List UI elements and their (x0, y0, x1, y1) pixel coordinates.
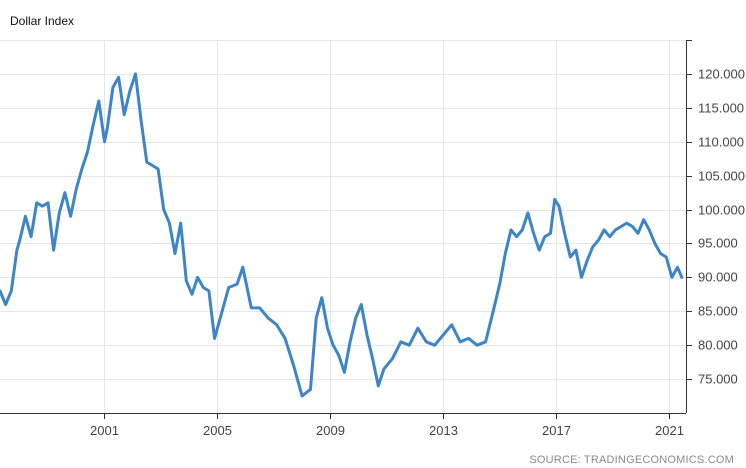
chart-title: Dollar Index (10, 14, 75, 28)
x-tick-label: 2001 (90, 423, 119, 438)
x-tick-label: 2021 (655, 423, 684, 438)
y-tick-label: 110.000 (698, 135, 744, 150)
axes: 75.000 80.000 85.000 90.000 95.000 100.000 105… (0, 40, 745, 438)
y-tick-label: 90.000 (698, 270, 738, 285)
x-tick-label: 2017 (542, 423, 571, 438)
y-tick-label: 85.000 (698, 304, 738, 319)
y-tick-label: 120.000 (698, 67, 745, 82)
y-tick-label: 95.000 (698, 236, 738, 251)
y-tick-label: 80.000 (698, 338, 738, 353)
dollar-index-line (0, 72, 684, 398)
y-tick-label: 115.000 (698, 101, 744, 116)
y-tick-label: 105.000 (698, 169, 745, 184)
plot-area (0, 72, 684, 398)
grid-lines (0, 40, 686, 413)
source-label: SOURCE: TRADINGECONOMICS.COM (529, 454, 734, 466)
x-tick-label: 2005 (203, 423, 232, 438)
x-tick-label: 2013 (429, 423, 458, 438)
y-tick-label: 75.000 (698, 372, 738, 387)
x-tick-label: 2009 (316, 423, 345, 438)
y-tick-label: 100.000 (698, 203, 745, 218)
